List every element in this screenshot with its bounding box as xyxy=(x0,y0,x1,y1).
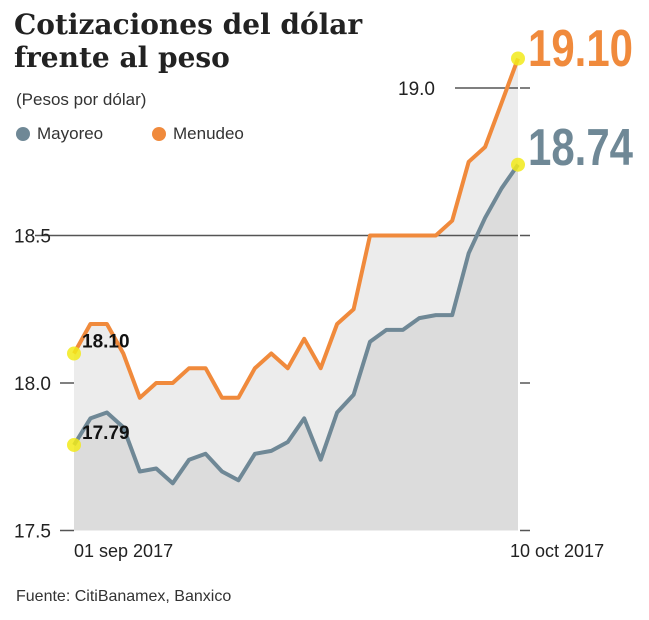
start-value-label: 18.10 xyxy=(82,332,130,353)
series-line-mayoreo xyxy=(72,163,520,486)
legend-menudeo: Menudeo xyxy=(152,124,244,144)
end-marker xyxy=(511,51,525,66)
legend-swatch-menudeo xyxy=(152,127,166,141)
start-value-label: 17.79 xyxy=(82,423,130,444)
legend-label: Menudeo xyxy=(173,124,244,143)
y-tick-label: 19.0 xyxy=(398,79,435,100)
legend-swatch-mayoreo xyxy=(16,127,30,141)
start-marker xyxy=(67,346,81,361)
chart-subtitle: (Pesos por dólar) xyxy=(16,90,147,109)
area-mayoreo xyxy=(74,164,518,531)
x-tick-label: 10 oct 2017 xyxy=(510,541,604,561)
source-note: Fuente: CitiBanamex, Banxico xyxy=(16,588,232,605)
end-marker xyxy=(511,157,525,172)
series-line-menudeo xyxy=(72,57,520,400)
y-tick-label: 18.5 xyxy=(14,227,51,248)
end-value-label: 18.74 xyxy=(528,119,633,177)
start-marker xyxy=(67,437,81,452)
end-value-label: 19.10 xyxy=(528,20,633,78)
y-tick-label: 18.0 xyxy=(14,374,51,395)
legend-label: Mayoreo xyxy=(37,124,104,143)
legend-mayoreo: Mayoreo xyxy=(16,124,103,144)
y-tick-label: 17.5 xyxy=(14,522,51,543)
x-tick-label: 01 sep 2017 xyxy=(74,541,173,561)
chart-title: Cotizaciones del dólar frente al peso xyxy=(14,8,363,74)
